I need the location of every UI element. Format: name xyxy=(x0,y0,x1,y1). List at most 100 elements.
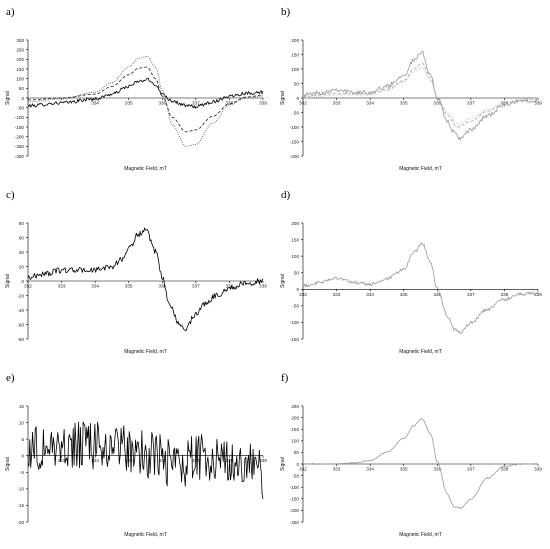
panel-label: b) xyxy=(281,6,291,18)
series-line-1 xyxy=(302,50,539,141)
panel-e: e) 15 10 5 0 -5 -10 -15 -20 333 334 335 336 337 338 339… xyxy=(0,366,275,549)
panel-label: d) xyxy=(281,189,291,201)
x-tick-label: 337 xyxy=(192,284,200,289)
y-tick-label: -150 xyxy=(290,337,300,342)
chart-svg: 200 150 100 50 0 -50 -100 -150 332 333 334 335 336 33… xyxy=(280,221,542,355)
y-tick-label: -80 xyxy=(17,337,24,342)
y-tick-label: 60 xyxy=(19,235,25,240)
y-tick-label: -20 xyxy=(17,520,24,525)
y-tick-label: 0 xyxy=(296,462,299,467)
y-tick-label: 40 xyxy=(19,250,25,255)
panel-label: a) xyxy=(6,6,15,18)
panel-label: e) xyxy=(6,372,15,384)
x-tick-label: 332 xyxy=(299,467,307,472)
y-tick-label: -200 xyxy=(290,508,300,513)
y-tick-label: -200 xyxy=(15,134,25,139)
y-tick-label: 80 xyxy=(19,221,25,226)
y-tick-label: -50 xyxy=(292,304,299,309)
y-tick-label: 0 xyxy=(21,279,24,284)
x-tick-label: 335 xyxy=(400,467,408,472)
y-tick-label: 50 xyxy=(294,271,300,276)
panel-d: d) 200 150 100 50 0 -50 -100 -150 332 333 334 335 336… xyxy=(275,183,550,366)
chart-svg: 200 150 100 50 0 -50 -100 -150 -200 332 333 334 335 3… xyxy=(280,38,542,172)
y-tick-label: -60 xyxy=(17,322,24,327)
x-tick-label: 335 xyxy=(125,101,133,106)
panel-label: c) xyxy=(6,189,15,201)
x-tick-label: 339 xyxy=(534,292,542,297)
x-axis-label: Magnetic Field, mT xyxy=(399,349,442,355)
y-tick-label: -150 xyxy=(290,497,300,502)
x-tick-label: 334 xyxy=(366,467,374,472)
x-tick-label: 338 xyxy=(501,292,509,297)
y-tick-label: -20 xyxy=(17,293,24,298)
x-tick-label: 332 xyxy=(24,284,32,289)
panel-label: f) xyxy=(281,372,289,384)
x-tick-label: 337 xyxy=(467,101,475,106)
panel-c: c) 80 60 40 20 0 -20 -40 -60 -80 332 333 334 335 336 33… xyxy=(0,183,275,366)
y-tick-label: 10 xyxy=(19,420,25,425)
x-tick-label: 339 xyxy=(259,458,267,463)
y-tick-label: -100 xyxy=(290,125,300,130)
series-line-1 xyxy=(302,242,539,335)
x-tick-label: 335 xyxy=(400,292,408,297)
y-tick-label: 0 xyxy=(21,454,24,459)
x-tick-label: 336 xyxy=(433,467,441,472)
y-axis-label: Signal xyxy=(5,91,11,105)
chart-svg: 80 60 40 20 0 -20 -40 -60 -80 332 333 334 335 336 337 3… xyxy=(5,221,267,355)
y-axis-label: Signal xyxy=(5,274,11,288)
x-axis-label: Magnetic Field, mT xyxy=(399,166,442,172)
y-tick-label: -150 xyxy=(15,125,25,130)
y-tick-label: 100 xyxy=(16,76,24,81)
x-axis-label: Magnetic Field, mT xyxy=(124,532,167,538)
x-tick-label: 335 xyxy=(400,101,408,106)
x-tick-label: 338 xyxy=(226,101,234,106)
series-line-1 xyxy=(27,77,264,109)
y-tick-label: -5 xyxy=(20,470,25,475)
x-tick-label: 336 xyxy=(433,292,441,297)
x-tick-label: 336 xyxy=(158,458,166,463)
series-line-3 xyxy=(302,67,539,125)
y-tick-label: -50 xyxy=(292,473,299,478)
y-tick-label: 200 xyxy=(291,221,299,226)
y-axis-label: Signal xyxy=(280,274,286,288)
series-line-1 xyxy=(27,227,264,332)
y-tick-label: -50 xyxy=(292,110,299,115)
y-tick-label: 300 xyxy=(16,38,24,43)
x-tick-label: 339 xyxy=(259,101,267,106)
y-tick-label: 200 xyxy=(16,57,24,62)
x-tick-label: 338 xyxy=(226,284,234,289)
y-tick-label: -300 xyxy=(15,154,25,159)
x-tick-label: 332 xyxy=(299,101,307,106)
y-tick-label: -15 xyxy=(17,503,24,508)
x-tick-label: 334 xyxy=(366,101,374,106)
x-tick-label: 333 xyxy=(333,467,341,472)
y-tick-label: 150 xyxy=(291,52,299,57)
x-tick-label: 337 xyxy=(467,292,475,297)
y-tick-label: -100 xyxy=(290,485,300,490)
x-tick-label: 336 xyxy=(158,284,166,289)
y-tick-label: 200 xyxy=(291,38,299,43)
x-tick-label: 334 xyxy=(91,284,99,289)
y-tick-label: 15 xyxy=(19,404,25,409)
x-tick-label: 339 xyxy=(534,101,542,106)
y-tick-label: 150 xyxy=(16,67,24,72)
series-line-2 xyxy=(302,62,539,128)
y-tick-label: -250 xyxy=(15,144,25,149)
y-tick-label: -40 xyxy=(17,308,24,313)
y-tick-label: 100 xyxy=(291,67,299,72)
series-line-1 xyxy=(302,418,539,509)
y-axis-label: Signal xyxy=(280,91,286,105)
x-tick-label: 333 xyxy=(333,101,341,106)
x-tick-label: 334 xyxy=(91,101,99,106)
x-tick-label: 335 xyxy=(125,458,133,463)
x-tick-label: 332 xyxy=(299,292,307,297)
x-axis-label: Magnetic Field, mT xyxy=(124,349,167,355)
series-line-2 xyxy=(28,66,264,133)
x-tick-label: 336 xyxy=(433,101,441,106)
x-tick-label: 334 xyxy=(366,292,374,297)
y-tick-label: 50 xyxy=(294,81,300,86)
x-tick-label: 339 xyxy=(534,467,542,472)
series-line-1 xyxy=(27,421,264,500)
y-tick-label: -200 xyxy=(290,154,300,159)
